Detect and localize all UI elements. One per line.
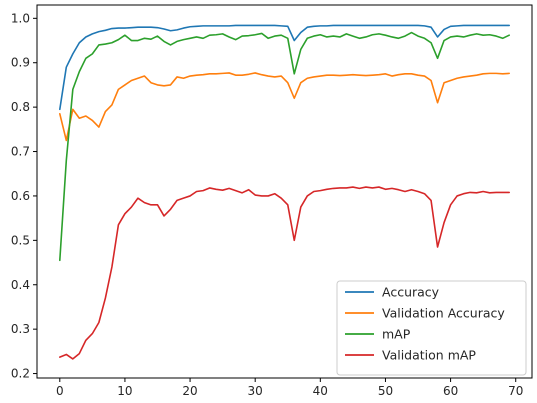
x-tick-label: 30 bbox=[248, 384, 263, 398]
x-tick-label: 0 bbox=[56, 384, 64, 398]
y-axis: 0.2 0.3 0.4 0.5 0.6 0.7 0.8 0.9 1.0 bbox=[11, 11, 37, 381]
x-tick-label: 60 bbox=[443, 384, 458, 398]
series-line-2 bbox=[58, 72, 511, 142]
series-line-4 bbox=[58, 186, 511, 360]
plot-frame bbox=[36, 4, 533, 379]
y-tick-label: 0.7 bbox=[11, 145, 30, 159]
x-tick-label: 70 bbox=[508, 384, 523, 398]
y-tick-label: 0.2 bbox=[11, 367, 30, 381]
x-axis: 0 10 20 30 40 50 60 70 bbox=[56, 378, 523, 398]
series-layer bbox=[58, 24, 511, 360]
y-tick-label: 0.6 bbox=[11, 189, 30, 203]
legend-label: Accuracy bbox=[382, 285, 440, 300]
legend-label: Validation mAP bbox=[382, 348, 476, 363]
x-tick-label: 10 bbox=[117, 384, 132, 398]
y-tick-label: 1.0 bbox=[11, 11, 30, 25]
legend: Accuracy Validation Accuracy mAP Validation… bbox=[336, 280, 527, 376]
y-tick-label: 0.3 bbox=[11, 322, 30, 336]
y-tick-label: 0.5 bbox=[11, 233, 30, 247]
x-tick-label: 50 bbox=[378, 384, 393, 398]
y-tick-label: 0.4 bbox=[11, 278, 30, 292]
x-tick-label: 20 bbox=[182, 384, 197, 398]
legend-box bbox=[336, 280, 527, 376]
series-line-3 bbox=[58, 31, 511, 262]
y-tick-label: 0.9 bbox=[11, 56, 30, 70]
y-tick-label: 0.8 bbox=[11, 100, 30, 114]
legend-label: Validation Accuracy bbox=[382, 306, 505, 321]
series-line-1 bbox=[58, 24, 511, 111]
x-tick-label: 40 bbox=[313, 384, 328, 398]
legend-label: mAP bbox=[382, 327, 411, 342]
